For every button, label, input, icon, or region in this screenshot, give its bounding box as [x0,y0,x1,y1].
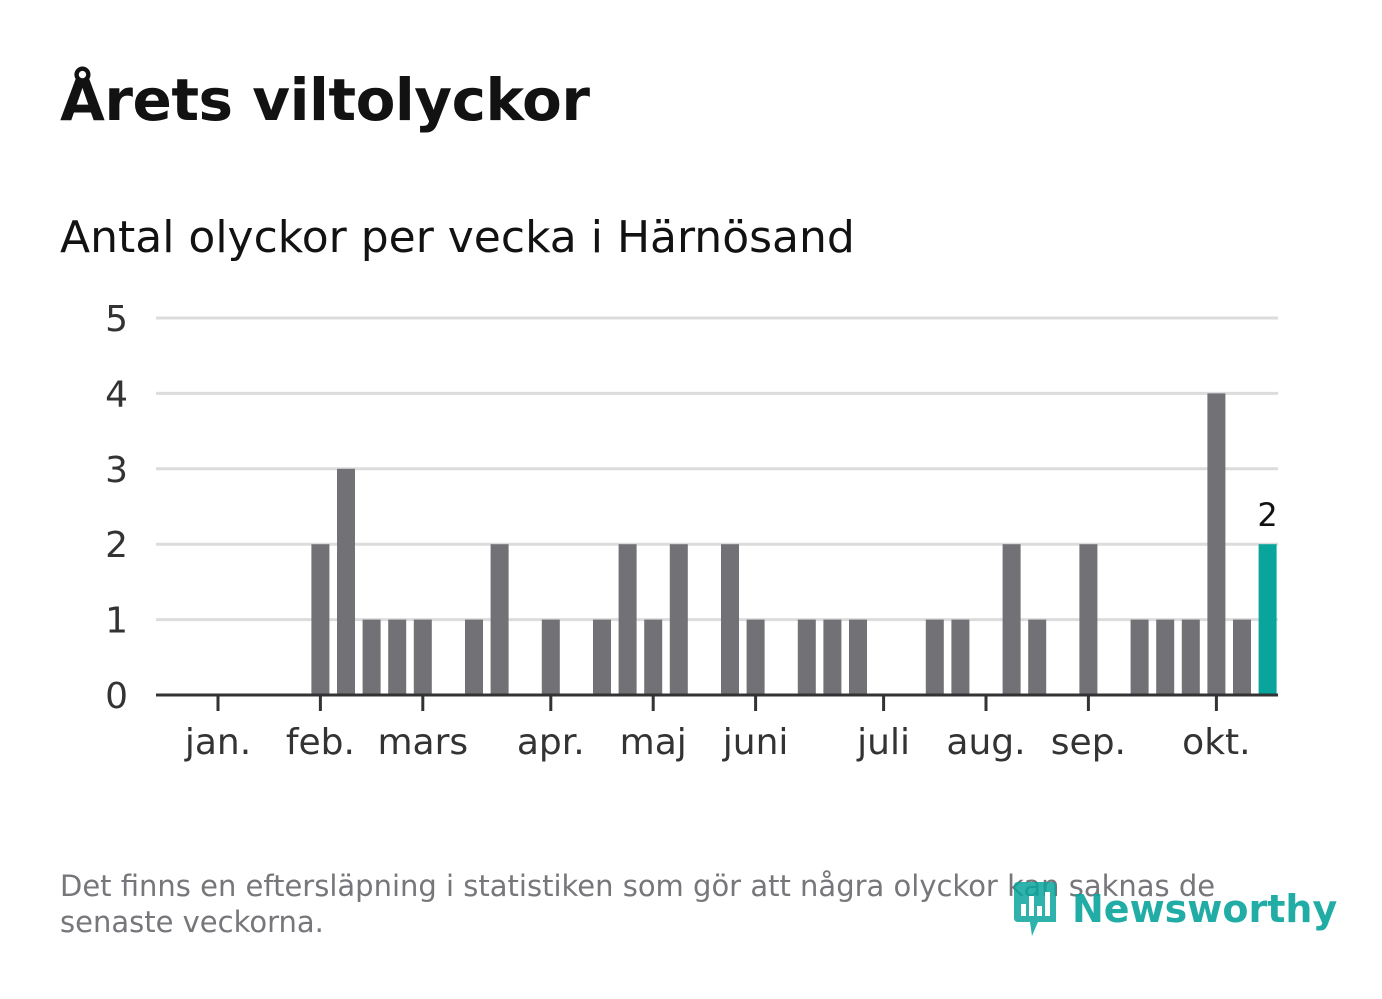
bar [644,619,663,695]
bar [669,544,688,695]
bar [849,619,867,695]
newsworthy-chart-icon [1014,882,1056,936]
x-tick-label: mars [377,722,468,763]
bar-chart: 0 1 2 3 4 5 2 jan. feb. mars apr. maj juni juli aug. se… [105,299,1278,763]
x-tick-label: juli [856,722,910,763]
bar [1156,619,1175,695]
bar [721,544,739,695]
y-tick-label: 4 [105,374,128,415]
bar [1079,544,1098,695]
bar [925,619,944,695]
bar [490,544,509,695]
bar [362,619,381,695]
x-tick-label: juni [722,722,789,763]
bar [1233,619,1251,695]
y-tick-label: 5 [105,299,128,340]
x-tick-label: sep. [1051,722,1126,763]
chart-subtitle: Antal olyckor per vecka i Härnösand [60,212,855,263]
bar [1181,619,1200,695]
x-tick-label: feb. [286,722,355,763]
x-tick-label: aug. [946,722,1025,763]
bar [388,619,407,695]
x-tick-label: apr. [517,722,585,763]
bar-highlight [1258,544,1277,695]
bar [618,544,637,695]
y-tick-label: 2 [105,525,128,566]
bar [311,544,330,695]
bar [465,619,483,695]
bar [1207,393,1226,695]
bar [746,619,765,695]
bar [1130,619,1149,695]
bar [823,619,842,695]
data-label: 2 [1257,496,1277,534]
bar [541,619,560,695]
bar [1028,619,1047,695]
y-tick-label: 3 [105,450,128,491]
x-tick-label: maj [620,722,687,763]
bar [1002,544,1021,695]
bar [797,619,816,695]
bar [337,468,355,695]
logo-text: Newsworthy [1072,887,1338,931]
chart-title: Årets viltolyckor [60,66,590,134]
bar [413,619,432,695]
bar [593,619,611,695]
y-tick-label: 1 [105,601,128,642]
x-tick-label: jan. [184,722,251,763]
x-tick-label: okt. [1182,722,1250,763]
y-tick-label: 0 [105,676,128,717]
newsworthy-logo[interactable]: Newsworthy [1010,878,1337,940]
bar [951,619,970,695]
